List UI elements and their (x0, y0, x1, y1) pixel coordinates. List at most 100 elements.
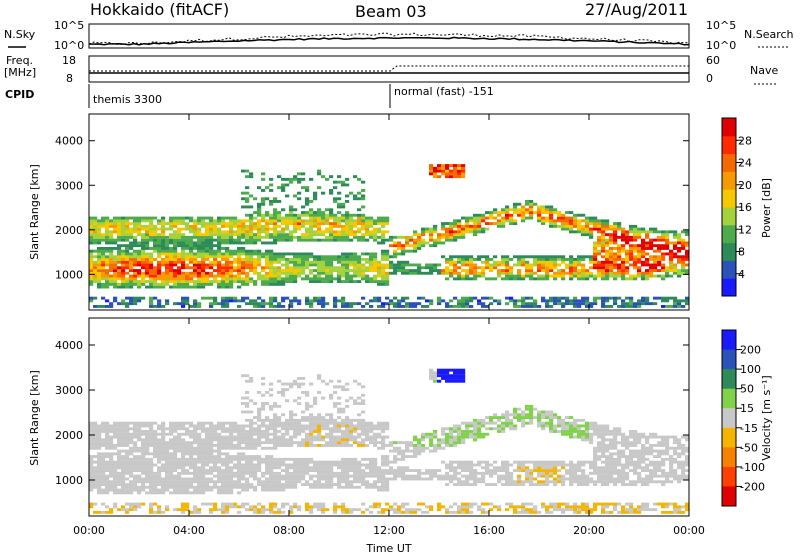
velocity-cell (353, 441, 358, 445)
velocity-cell (125, 435, 130, 439)
power-cell (201, 282, 206, 286)
power-cell (289, 271, 294, 275)
velocity-cell (117, 444, 122, 447)
velocity-cell (377, 510, 382, 514)
power-cell (317, 213, 322, 217)
power-cell (217, 282, 222, 286)
velocity-cell (309, 477, 314, 481)
power-cell (185, 263, 190, 267)
power-cell (481, 296, 486, 300)
velocity-cell (145, 463, 150, 467)
power-cell (501, 222, 506, 225)
velocity-cell (117, 477, 122, 481)
power-cell (121, 285, 126, 289)
velocity-cell (237, 483, 242, 486)
velocity-cell (193, 471, 198, 475)
power-cell (161, 305, 166, 308)
power-cell (321, 299, 326, 303)
power-cell (197, 274, 202, 278)
velocity-cell (201, 474, 206, 478)
power-cell (165, 263, 170, 267)
velocity-cell (117, 432, 122, 436)
power-cell (565, 263, 570, 267)
velocity-cell (293, 480, 298, 484)
velocity-cell (181, 432, 186, 436)
power-cell (189, 227, 194, 231)
velocity-cell (165, 480, 170, 484)
power-cell (149, 285, 154, 289)
power-cell (289, 205, 294, 209)
velocity-cell (145, 421, 150, 425)
velocity-cell (321, 435, 326, 439)
power-cell (681, 266, 686, 270)
power-cell (301, 177, 306, 181)
velocity-cell (141, 432, 146, 436)
power-cell (97, 233, 102, 237)
power-cell (309, 263, 314, 267)
power-cell (517, 260, 522, 264)
power-cell (577, 299, 582, 303)
velocity-cell (185, 488, 190, 492)
power-cell (533, 260, 538, 264)
velocity-cell (301, 391, 306, 394)
velocity-cell (369, 438, 374, 442)
power-cell (353, 269, 358, 272)
power-cell (613, 222, 618, 225)
power-cell (617, 227, 622, 231)
power-cell (221, 282, 226, 286)
power-cell (361, 222, 366, 225)
velocity-cell (229, 469, 234, 472)
velocity-cell (121, 480, 126, 484)
velocity-cell (229, 502, 234, 506)
power-cell (581, 269, 586, 272)
power-cell (437, 263, 442, 267)
velocity-cell (97, 438, 102, 442)
power-cell (585, 222, 590, 225)
velocity-cell (429, 435, 434, 439)
power-cell (349, 269, 354, 272)
power-cell (309, 271, 314, 275)
power-cell (365, 227, 370, 231)
velocity-cell (301, 382, 306, 386)
power-cell (101, 269, 106, 272)
power-cell (281, 177, 286, 181)
power-cell (601, 222, 606, 225)
velocity-cell (317, 474, 322, 478)
power-cell (149, 247, 154, 250)
power-cell (513, 255, 518, 259)
velocity-cell (373, 463, 378, 467)
power-cell (193, 227, 198, 231)
velocity-cell (197, 444, 202, 447)
power-cell (449, 164, 454, 167)
power-cell (169, 274, 174, 278)
power-cell (509, 266, 514, 270)
power-cell (509, 299, 514, 303)
power-cell (269, 189, 274, 192)
power-cell (329, 233, 334, 237)
power-cell (313, 224, 318, 228)
power-cell (169, 227, 174, 231)
power-cell (381, 216, 386, 220)
velocity-cell (285, 466, 290, 470)
velocity-cell (265, 418, 270, 422)
power-cell (437, 299, 442, 303)
velocity-cell (293, 424, 298, 428)
power-cell (669, 274, 674, 278)
power-cell (337, 230, 342, 234)
power-cell (545, 302, 550, 306)
velocity-cell (277, 444, 282, 447)
power-cell (585, 302, 590, 306)
power-cell (489, 213, 494, 217)
power-cell (269, 252, 274, 256)
power-cell (249, 213, 254, 217)
power-cell (553, 208, 558, 212)
velocity-cell (269, 457, 274, 461)
velocity-cell (201, 485, 206, 489)
velocity-cell (161, 455, 166, 458)
power-cell (217, 247, 222, 250)
velocity-cell (101, 438, 106, 442)
power-cell (381, 266, 386, 270)
power-cell (189, 241, 194, 245)
velocity-cell (97, 469, 102, 472)
velocity-cell (97, 430, 102, 433)
